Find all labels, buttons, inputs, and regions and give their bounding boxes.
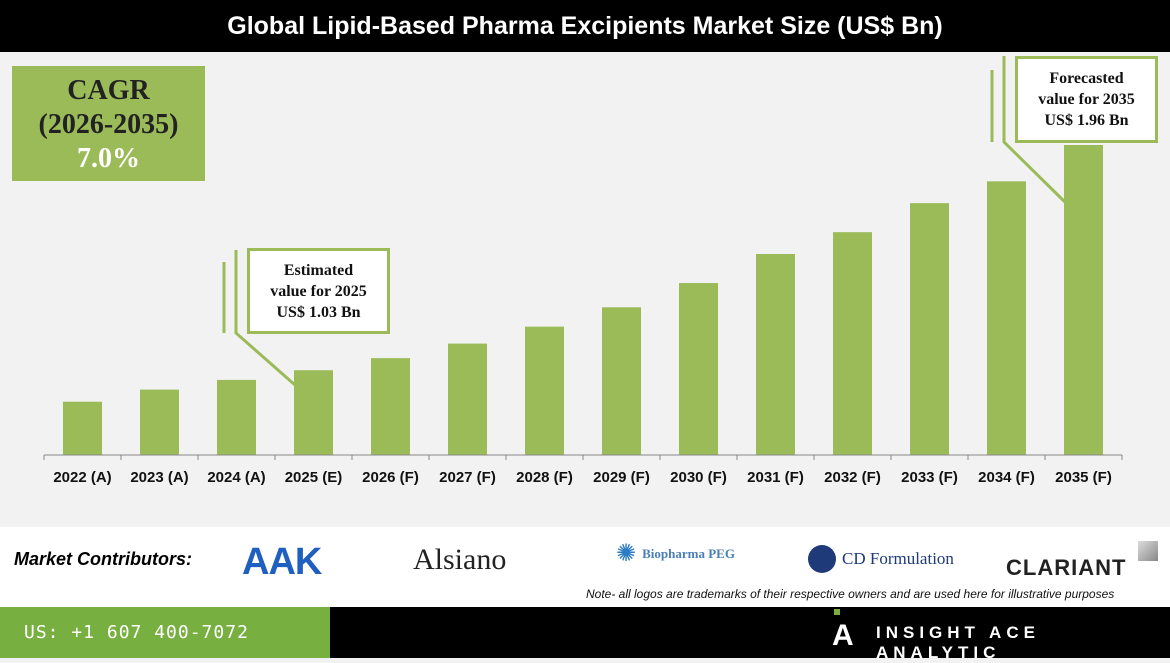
callout-line: Estimated	[283, 262, 354, 279]
clariant-mark-icon	[1138, 541, 1158, 561]
cagr-label: CAGR	[67, 75, 150, 106]
x-tick-label: 2028 (F)	[516, 469, 573, 486]
cd-seal-icon	[808, 545, 836, 573]
bar-2033 (F)	[910, 203, 949, 455]
logo-aak: AAK	[242, 541, 322, 583]
logo-clariant: CLARIANT	[1006, 555, 1127, 580]
brand-logo-icon: A	[832, 619, 854, 652]
bar-chart: 2022 (A) 2023 (A) 2024 (A) 2025 (E) 2026 (F)…	[43, 56, 1123, 486]
bar-2034 (F)	[987, 181, 1026, 455]
x-tick-label: 2031 (F)	[747, 469, 804, 486]
callout-connectors	[222, 56, 1070, 387]
cagr-period: (2026-2035)	[38, 109, 179, 140]
callout-line: US$ 1.96 Bn	[1044, 112, 1129, 129]
callout-line: US$ 1.03 Bn	[276, 304, 361, 321]
x-tick-label: 2024 (A)	[207, 469, 265, 486]
trademark-note: Note- all logos are trademarks of their …	[586, 587, 1115, 601]
x-tick-label: 2032 (F)	[824, 469, 881, 486]
callout-line: Forecasted	[1049, 70, 1124, 87]
bar-2025 (E)	[294, 370, 333, 455]
logo-biopharma-peg: ✺ Biopharma PEG	[616, 539, 735, 568]
logo-cd-formulation: CD Formulation	[808, 545, 954, 573]
bar-2032 (F)	[833, 232, 872, 455]
bar-2035 (F)	[1064, 145, 1103, 455]
x-tick-label: 2022 (A)	[53, 469, 111, 486]
x-tick-label: 2029 (F)	[593, 469, 650, 486]
cagr-box: CAGR (2026-2035) 7.0%	[12, 66, 205, 181]
logo-text: Biopharma PEG	[642, 545, 735, 561]
x-tick-label: 2027 (F)	[439, 469, 496, 486]
logo-alsiano: Alsiano	[413, 543, 507, 576]
x-tick-label: 2030 (F)	[670, 469, 727, 486]
x-tick-label: 2034 (F)	[978, 469, 1035, 486]
x-tick-label: 2035 (F)	[1055, 469, 1112, 486]
contributors-section: Market Contributors: AAK Alsiano ✺ Bioph…	[0, 527, 1170, 607]
logo-text: CD Formulation	[842, 549, 954, 568]
x-tick-label: 2033 (F)	[901, 469, 958, 486]
callout-2025: Estimated value for 2025 US$ 1.03 Bn	[247, 248, 390, 334]
x-tick-label: 2025 (E)	[285, 469, 343, 486]
bar-2031 (F)	[756, 253, 795, 455]
brand-name: INSIGHT ACE ANALYTIC	[876, 623, 1040, 662]
bar-2028 (F)	[525, 326, 564, 455]
bar-2022 (A)	[63, 401, 102, 455]
cagr-value: 7.0%	[77, 143, 140, 174]
chart-title: Global Lipid-Based Pharma Excipients Mar…	[0, 0, 1170, 52]
bar-2023 (A)	[140, 389, 179, 455]
callout-line: value for 2025	[270, 283, 367, 300]
callout-line: value for 2035	[1038, 91, 1135, 108]
bar-2030 (F)	[679, 283, 718, 455]
phone-number: US: +1 607 400-7072	[0, 607, 330, 658]
footer: US: +1 607 400-7072 A INSIGHT ACE ANALYT…	[0, 607, 1170, 662]
bar-2026 (F)	[371, 358, 410, 455]
callout-2035: Forecasted value for 2035 US$ 1.96 Bn	[1015, 56, 1158, 143]
x-tick-label: 2023 (A)	[130, 469, 188, 486]
bar-2024 (A)	[217, 379, 256, 455]
contributors-label: Market Contributors:	[14, 549, 193, 569]
bar-2027 (F)	[448, 343, 487, 455]
bar-2029 (F)	[602, 307, 641, 455]
brand-logo-dot-icon	[834, 609, 840, 615]
sunburst-icon: ✺	[616, 540, 637, 567]
x-tick-label: 2026 (F)	[362, 469, 419, 486]
